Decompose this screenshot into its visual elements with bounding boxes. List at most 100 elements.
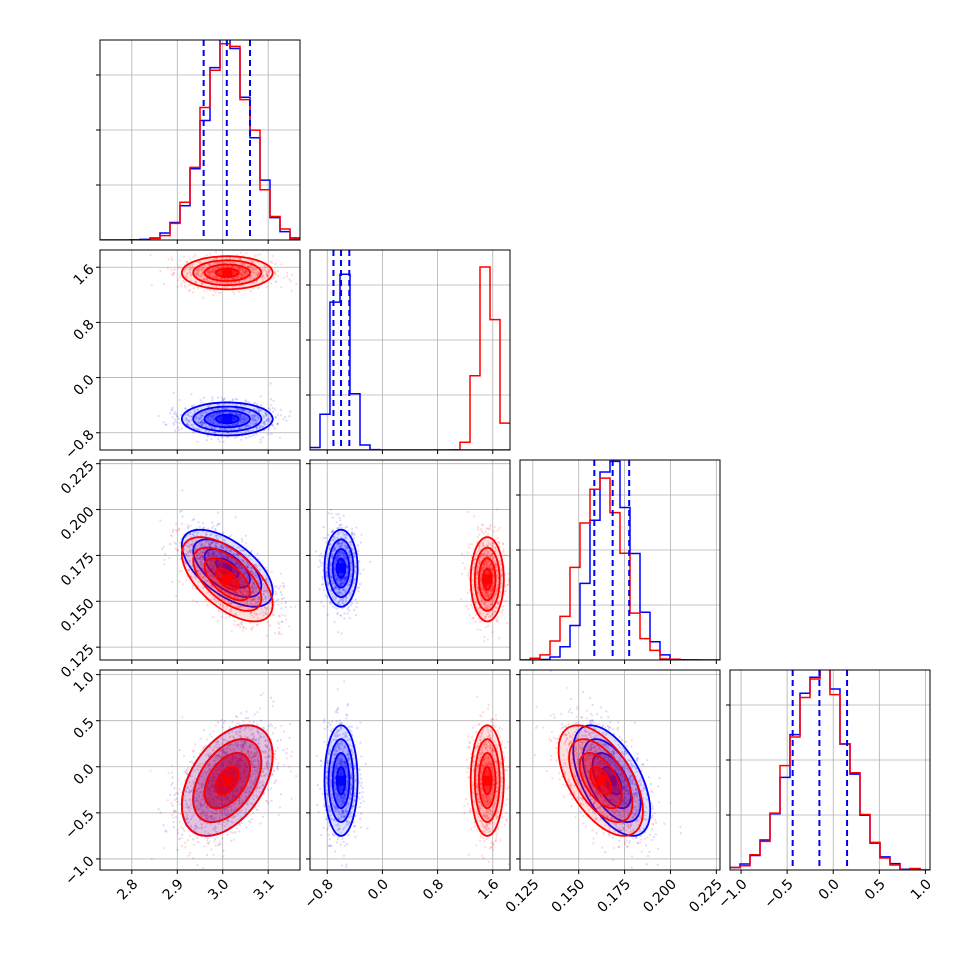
- scatter-point: [223, 286, 226, 289]
- scatter-point: [176, 415, 179, 419]
- scatter-point: [225, 616, 228, 619]
- scatter-point: [244, 400, 248, 403]
- scatter-point: [211, 271, 214, 274]
- scatter-point: [244, 271, 247, 274]
- scatter-point: [188, 419, 191, 422]
- scatter-point: [220, 408, 223, 411]
- scatter-point: [231, 423, 235, 426]
- scatter-point: [253, 414, 256, 417]
- scatter-point: [284, 662, 286, 664]
- scatter-point: [469, 604, 473, 607]
- scatter-point: [191, 587, 194, 590]
- scatter-point: [244, 269, 247, 272]
- scatter-point: [479, 527, 483, 531]
- scatter-point: [172, 271, 176, 275]
- scatter-point: [237, 268, 241, 271]
- scatter-point: [257, 410, 260, 413]
- scatter-point: [331, 516, 334, 519]
- scatter-point: [240, 262, 243, 265]
- scatter-point: [162, 282, 165, 285]
- scatter-point: [252, 271, 255, 274]
- scatter-point: [277, 614, 280, 617]
- scatter-point: [196, 269, 199, 272]
- scatter-point: [238, 266, 241, 270]
- scatter-point: [236, 422, 239, 425]
- histogram-blue: [730, 670, 930, 870]
- scatter-point: [234, 397, 238, 401]
- scatter-point: [356, 544, 359, 547]
- scatter-point: [245, 272, 248, 275]
- scatter-point: [238, 257, 242, 261]
- scatter-point: [227, 277, 230, 280]
- scatter-point: [339, 519, 342, 522]
- scatter-point: [336, 611, 339, 614]
- scatter-point: [277, 587, 280, 590]
- scatter-point: [219, 427, 222, 430]
- scatter-point: [350, 527, 354, 531]
- scatter-point: [254, 422, 258, 425]
- scatter-point: [210, 426, 214, 430]
- scatter-point: [208, 409, 211, 412]
- scatter-point: [192, 599, 195, 602]
- scatter-point: [218, 408, 221, 411]
- scatter-point: [244, 270, 247, 273]
- scatter-point: [268, 268, 271, 272]
- scatter-point: [278, 436, 281, 439]
- scatter-point: [198, 268, 201, 272]
- scatter-point: [213, 414, 217, 417]
- scatter-point: [277, 275, 280, 278]
- scatter-point: [241, 262, 244, 265]
- scatter-point: [273, 271, 276, 274]
- scatter-point: [222, 265, 225, 268]
- scatter-point: [329, 508, 332, 511]
- scatter-point: [257, 409, 261, 412]
- scatter-point: [197, 521, 200, 524]
- scatter-point: [196, 428, 199, 431]
- scatter-point: [192, 255, 195, 258]
- scatter-point: [255, 623, 259, 627]
- scatter-point: [236, 421, 239, 425]
- scatter-point: [216, 266, 219, 269]
- scatter-point: [171, 408, 174, 411]
- scatter-point: [265, 274, 268, 277]
- scatter-point: [251, 268, 255, 271]
- scatter-point: [242, 415, 246, 418]
- scatter-point: [227, 281, 230, 285]
- scatter-point: [201, 419, 205, 422]
- scatter-point: [315, 550, 318, 553]
- scatter-point: [212, 270, 215, 273]
- scatter-point: [231, 290, 234, 293]
- scatter-point: [252, 287, 255, 290]
- scatter-point: [251, 414, 254, 417]
- scatter-point: [231, 277, 234, 280]
- grid: [310, 250, 510, 450]
- scatter-point: [192, 403, 195, 407]
- scatter-point: [251, 626, 255, 629]
- scatter-point: [210, 438, 213, 441]
- scatter-point: [322, 588, 325, 591]
- scatter-point: [239, 273, 242, 276]
- scatter-point: [252, 271, 256, 274]
- scatter-point: [205, 411, 208, 415]
- scatter-point: [233, 262, 236, 265]
- scatter-point: [264, 412, 267, 415]
- scatter-point: [265, 634, 268, 637]
- scatter-point: [201, 412, 204, 415]
- scatter-point: [279, 408, 283, 411]
- scatter-point: [348, 616, 351, 620]
- scatter-point: [277, 621, 280, 624]
- scatter-point: [234, 516, 237, 519]
- scatter-point: [213, 268, 216, 271]
- scatter-point: [177, 549, 180, 552]
- scatter-point: [256, 270, 259, 273]
- scatter-point: [248, 276, 252, 279]
- scatter-point: [237, 258, 240, 261]
- scatter-point: [246, 265, 250, 269]
- scatter-point: [231, 411, 234, 415]
- scatter-point: [208, 271, 211, 274]
- scatter-point: [150, 284, 153, 287]
- scatter-point: [213, 426, 216, 429]
- scatter-point: [354, 598, 357, 601]
- scatter-point: [162, 421, 165, 424]
- scatter-point: [253, 419, 256, 423]
